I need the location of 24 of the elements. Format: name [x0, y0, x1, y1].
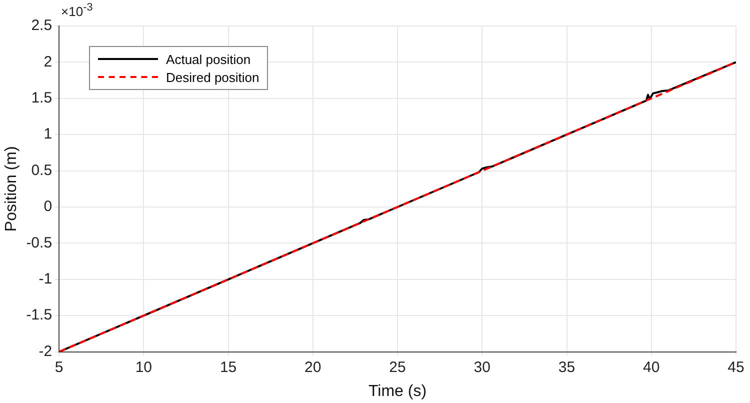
x-tick-label: 15: [220, 358, 237, 376]
x-tick-label: 35: [558, 358, 576, 376]
x-tick-label: 45: [728, 358, 744, 376]
y-tick-label: 1: [44, 126, 52, 143]
x-tick-label: 20: [304, 358, 322, 376]
y-axis-title: Position (m): [3, 146, 20, 232]
x-tick-label: 5: [54, 358, 64, 376]
x-tick-label: 40: [643, 358, 660, 376]
y-tick-label: -1.5: [26, 306, 52, 324]
legend-label: Desired position: [166, 70, 260, 84]
text: ×10$^{-3}$: [61, 2, 93, 20]
y-tick-label: 2.5: [31, 17, 52, 34]
x-tick-label: 25: [389, 358, 406, 376]
x-axis-title: Time (s): [368, 382, 427, 400]
y-tick-label: -0.5: [26, 234, 52, 252]
x-tick-label: 30: [474, 358, 490, 376]
y-tick-label: 0: [44, 198, 52, 216]
legend-label: Actual position: [166, 52, 251, 66]
y-tick-label: 2: [44, 53, 52, 70]
y-tick-label: 1.5: [31, 90, 52, 107]
y-tick-label: -1: [38, 270, 52, 288]
x-tick-label: 10: [135, 358, 152, 376]
y-tick-label: -2: [38, 342, 52, 360]
y-tick-label: 0.5: [31, 162, 52, 179]
